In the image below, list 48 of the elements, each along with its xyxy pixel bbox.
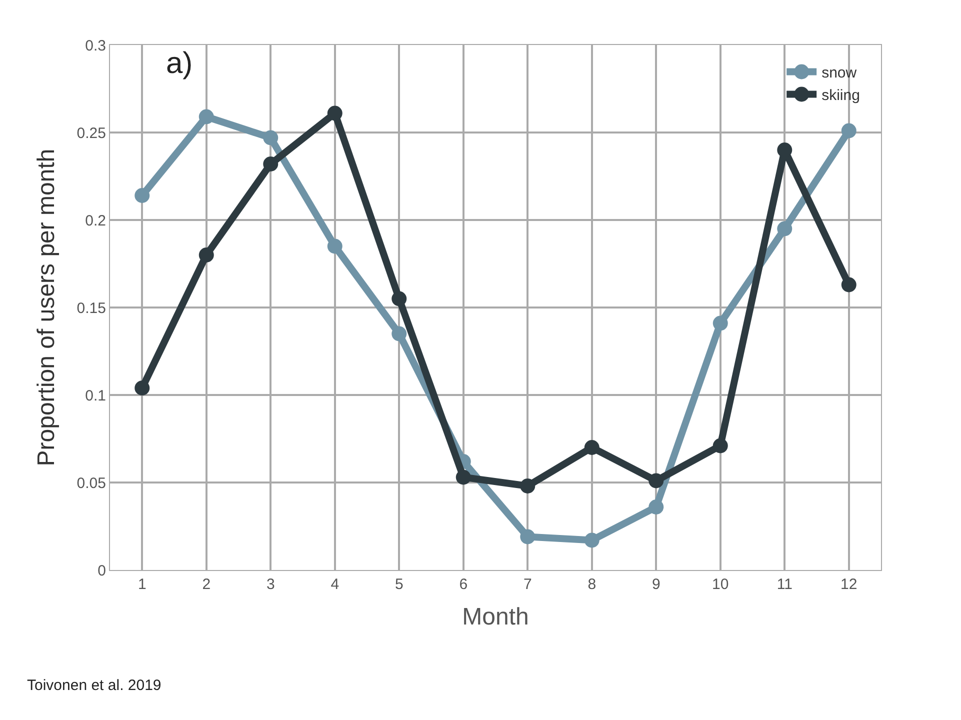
x-tick-label: 9 xyxy=(652,576,660,593)
text: Toivonen et al. 2019 xyxy=(27,677,162,694)
point xyxy=(198,109,214,124)
point xyxy=(520,529,536,544)
point xyxy=(584,440,600,455)
point xyxy=(648,473,664,488)
x-tick-label: 8 xyxy=(588,576,596,593)
y-tick-label: 0.1 xyxy=(85,387,106,404)
x-tick-label: 7 xyxy=(523,576,532,593)
point xyxy=(263,156,278,172)
point xyxy=(134,188,150,203)
y-tick-label: 0 xyxy=(98,562,106,580)
point xyxy=(777,221,792,236)
y-tick-label: 0.3 xyxy=(85,37,106,54)
point xyxy=(648,500,664,514)
y-tick-label: 0.2 xyxy=(85,212,106,230)
point xyxy=(841,277,856,292)
x-tick-label: 11 xyxy=(776,576,792,593)
y-tick-label: 0.15 xyxy=(76,300,106,317)
point xyxy=(198,248,214,262)
point xyxy=(392,291,407,306)
x-tick-label: 3 xyxy=(266,576,275,593)
point xyxy=(263,130,278,146)
point xyxy=(456,470,471,485)
annotation: a) xyxy=(166,47,193,80)
point xyxy=(392,326,407,342)
y-axis-title: Proportion of users per month xyxy=(32,148,60,466)
y-tick-label: 0.05 xyxy=(76,474,106,492)
x-tick-label: 10 xyxy=(712,576,729,593)
point xyxy=(841,123,856,138)
point xyxy=(327,238,342,254)
x-tick-label: 2 xyxy=(202,576,211,593)
x-axis-title: Month xyxy=(462,603,529,630)
legend-label: skiing xyxy=(822,87,860,104)
x-tick-label: 4 xyxy=(330,576,340,593)
legend-label: snow xyxy=(822,64,857,82)
point xyxy=(134,380,150,396)
point xyxy=(712,316,728,331)
point xyxy=(520,478,536,494)
x-tick-label: 6 xyxy=(459,576,468,593)
x-tick-label: 5 xyxy=(394,576,404,593)
point xyxy=(584,532,600,548)
x-tick-label: 12 xyxy=(840,576,858,593)
x-tick-label: 1 xyxy=(138,576,146,593)
point xyxy=(712,438,728,454)
y-tick-label: 0.25 xyxy=(76,124,106,142)
point xyxy=(777,142,792,158)
point xyxy=(327,106,342,121)
